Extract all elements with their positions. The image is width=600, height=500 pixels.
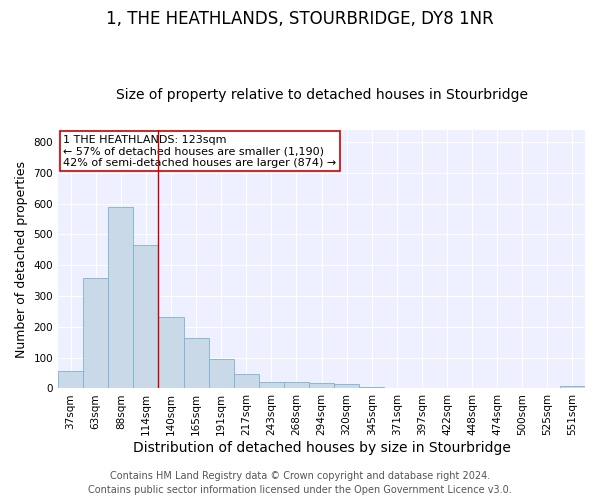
Bar (209, 359, 233, 388)
Text: 1, THE HEATHLANDS, STOURBRIDGE, DY8 1NR: 1, THE HEATHLANDS, STOURBRIDGE, DY8 1NR (106, 10, 494, 28)
Title: Size of property relative to detached houses in Stourbridge: Size of property relative to detached ho… (116, 88, 527, 102)
Bar (560, 386, 585, 388)
Bar (233, 374, 259, 388)
Bar (133, 245, 158, 388)
Bar (184, 338, 209, 388)
X-axis label: Distribution of detached houses by size in Stourbridge: Distribution of detached houses by size … (133, 441, 511, 455)
Bar (359, 387, 384, 388)
Bar (58, 370, 83, 388)
Bar (284, 382, 309, 388)
Bar (334, 384, 359, 388)
Text: Contains HM Land Registry data © Crown copyright and database right 2024.
Contai: Contains HM Land Registry data © Crown c… (88, 471, 512, 495)
Bar (83, 278, 108, 388)
Bar (158, 316, 184, 388)
Bar (108, 206, 133, 388)
Bar (309, 383, 334, 388)
Text: 1 THE HEATHLANDS: 123sqm
← 57% of detached houses are smaller (1,190)
42% of sem: 1 THE HEATHLANDS: 123sqm ← 57% of detach… (64, 134, 337, 168)
Y-axis label: Number of detached properties: Number of detached properties (15, 160, 28, 358)
Bar (259, 382, 284, 388)
